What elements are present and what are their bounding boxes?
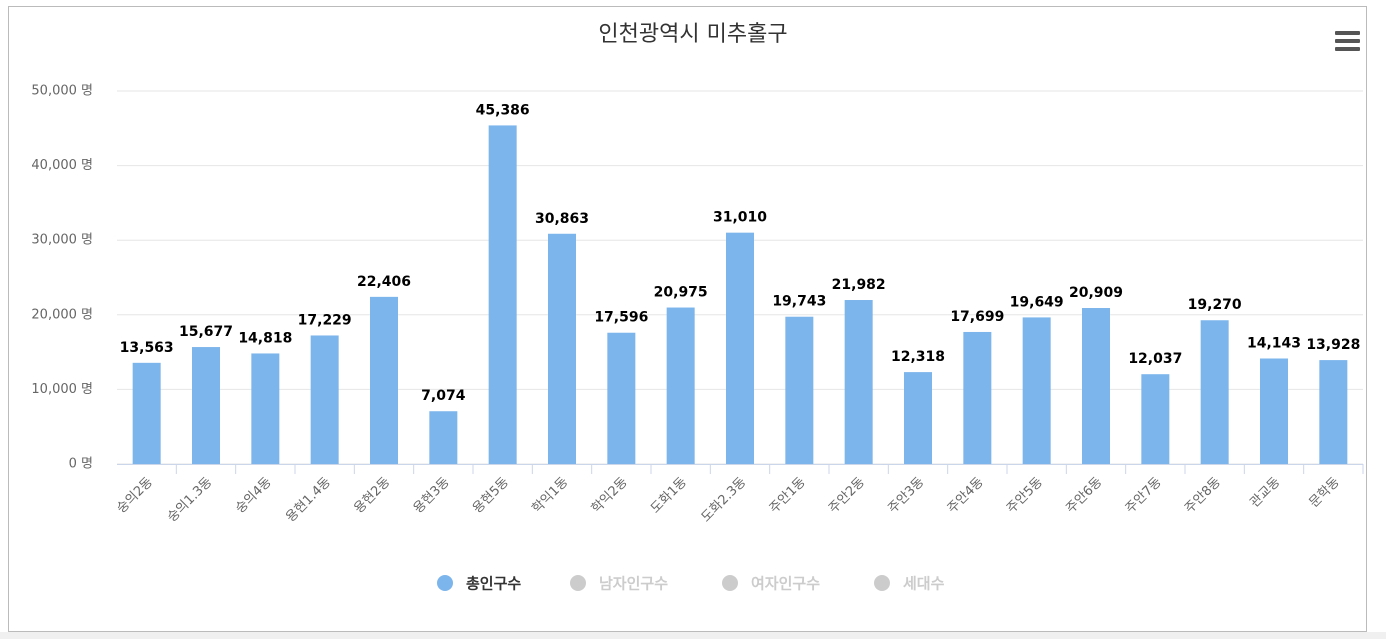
legend-item[interactable]: 총인구수 [437,575,521,593]
data-label: 17,596 [594,310,648,326]
data-label: 31,010 [713,210,767,226]
y-tick-label: 40,000 명 [31,158,93,173]
data-label: 13,928 [1306,337,1360,353]
bar [1141,374,1170,464]
bar [429,411,458,464]
bar [607,332,636,464]
bar [488,125,517,464]
y-tick-label: 50,000 명 [31,84,93,99]
data-label: 7,074 [421,388,466,404]
bar [1319,360,1348,464]
legend-label: 세대수 [903,575,945,593]
bar [785,316,814,464]
legend-symbol [874,575,890,591]
legend-label: 여자인구수 [751,575,820,593]
data-label: 22,406 [357,274,411,290]
y-tick-label: 30,000 명 [31,233,93,248]
data-label: 12,318 [891,349,945,365]
data-label: 19,649 [1010,294,1064,310]
data-label: 21,982 [832,277,886,293]
data-label: 20,975 [654,285,708,301]
data-label: 15,677 [179,324,233,340]
data-label: 45,386 [476,102,530,118]
bar [251,353,280,464]
bar [844,300,873,464]
legend-label: 총인구수 [466,575,521,593]
bar [726,232,754,464]
menu-bar [1335,39,1360,43]
data-label: 20,909 [1069,285,1123,301]
menu-bar [1335,31,1360,35]
bar [132,362,161,464]
y-tick-label: 20,000 명 [31,307,93,322]
data-label: 17,229 [298,312,352,328]
legend-item[interactable]: 남자인구수 [570,575,668,593]
legend-symbol [570,575,586,591]
bar [1082,308,1110,464]
data-label: 30,863 [535,211,589,227]
legend-item[interactable]: 세대수 [874,575,945,593]
bar [310,335,339,464]
y-tick-label: 0 명 [69,457,93,472]
data-label: 14,818 [238,330,292,346]
y-tick-label: 10,000 명 [31,382,93,397]
legend-item[interactable]: 여자인구수 [722,575,820,593]
data-label: 14,143 [1247,335,1301,351]
chart-title: 인천광역시 미추홀구 [598,22,787,47]
bar [1022,317,1051,464]
legend-symbol [722,575,738,591]
data-label: 17,699 [950,309,1004,325]
bar [370,296,398,464]
bar [192,347,220,464]
data-label: 19,270 [1188,297,1242,313]
bar [666,307,695,464]
legend-symbol [437,575,453,591]
bar [1200,320,1229,464]
menu-bar [1335,47,1360,51]
legend-label: 남자인구수 [599,575,668,593]
data-label: 19,743 [772,294,826,310]
bar [963,331,992,464]
data-label: 13,563 [120,340,174,356]
bar [904,372,932,464]
footer-strip [0,632,1386,639]
bar [1260,358,1288,464]
menu-button[interactable] [1335,31,1360,51]
data-label: 12,037 [1128,351,1182,367]
bar [548,233,576,464]
